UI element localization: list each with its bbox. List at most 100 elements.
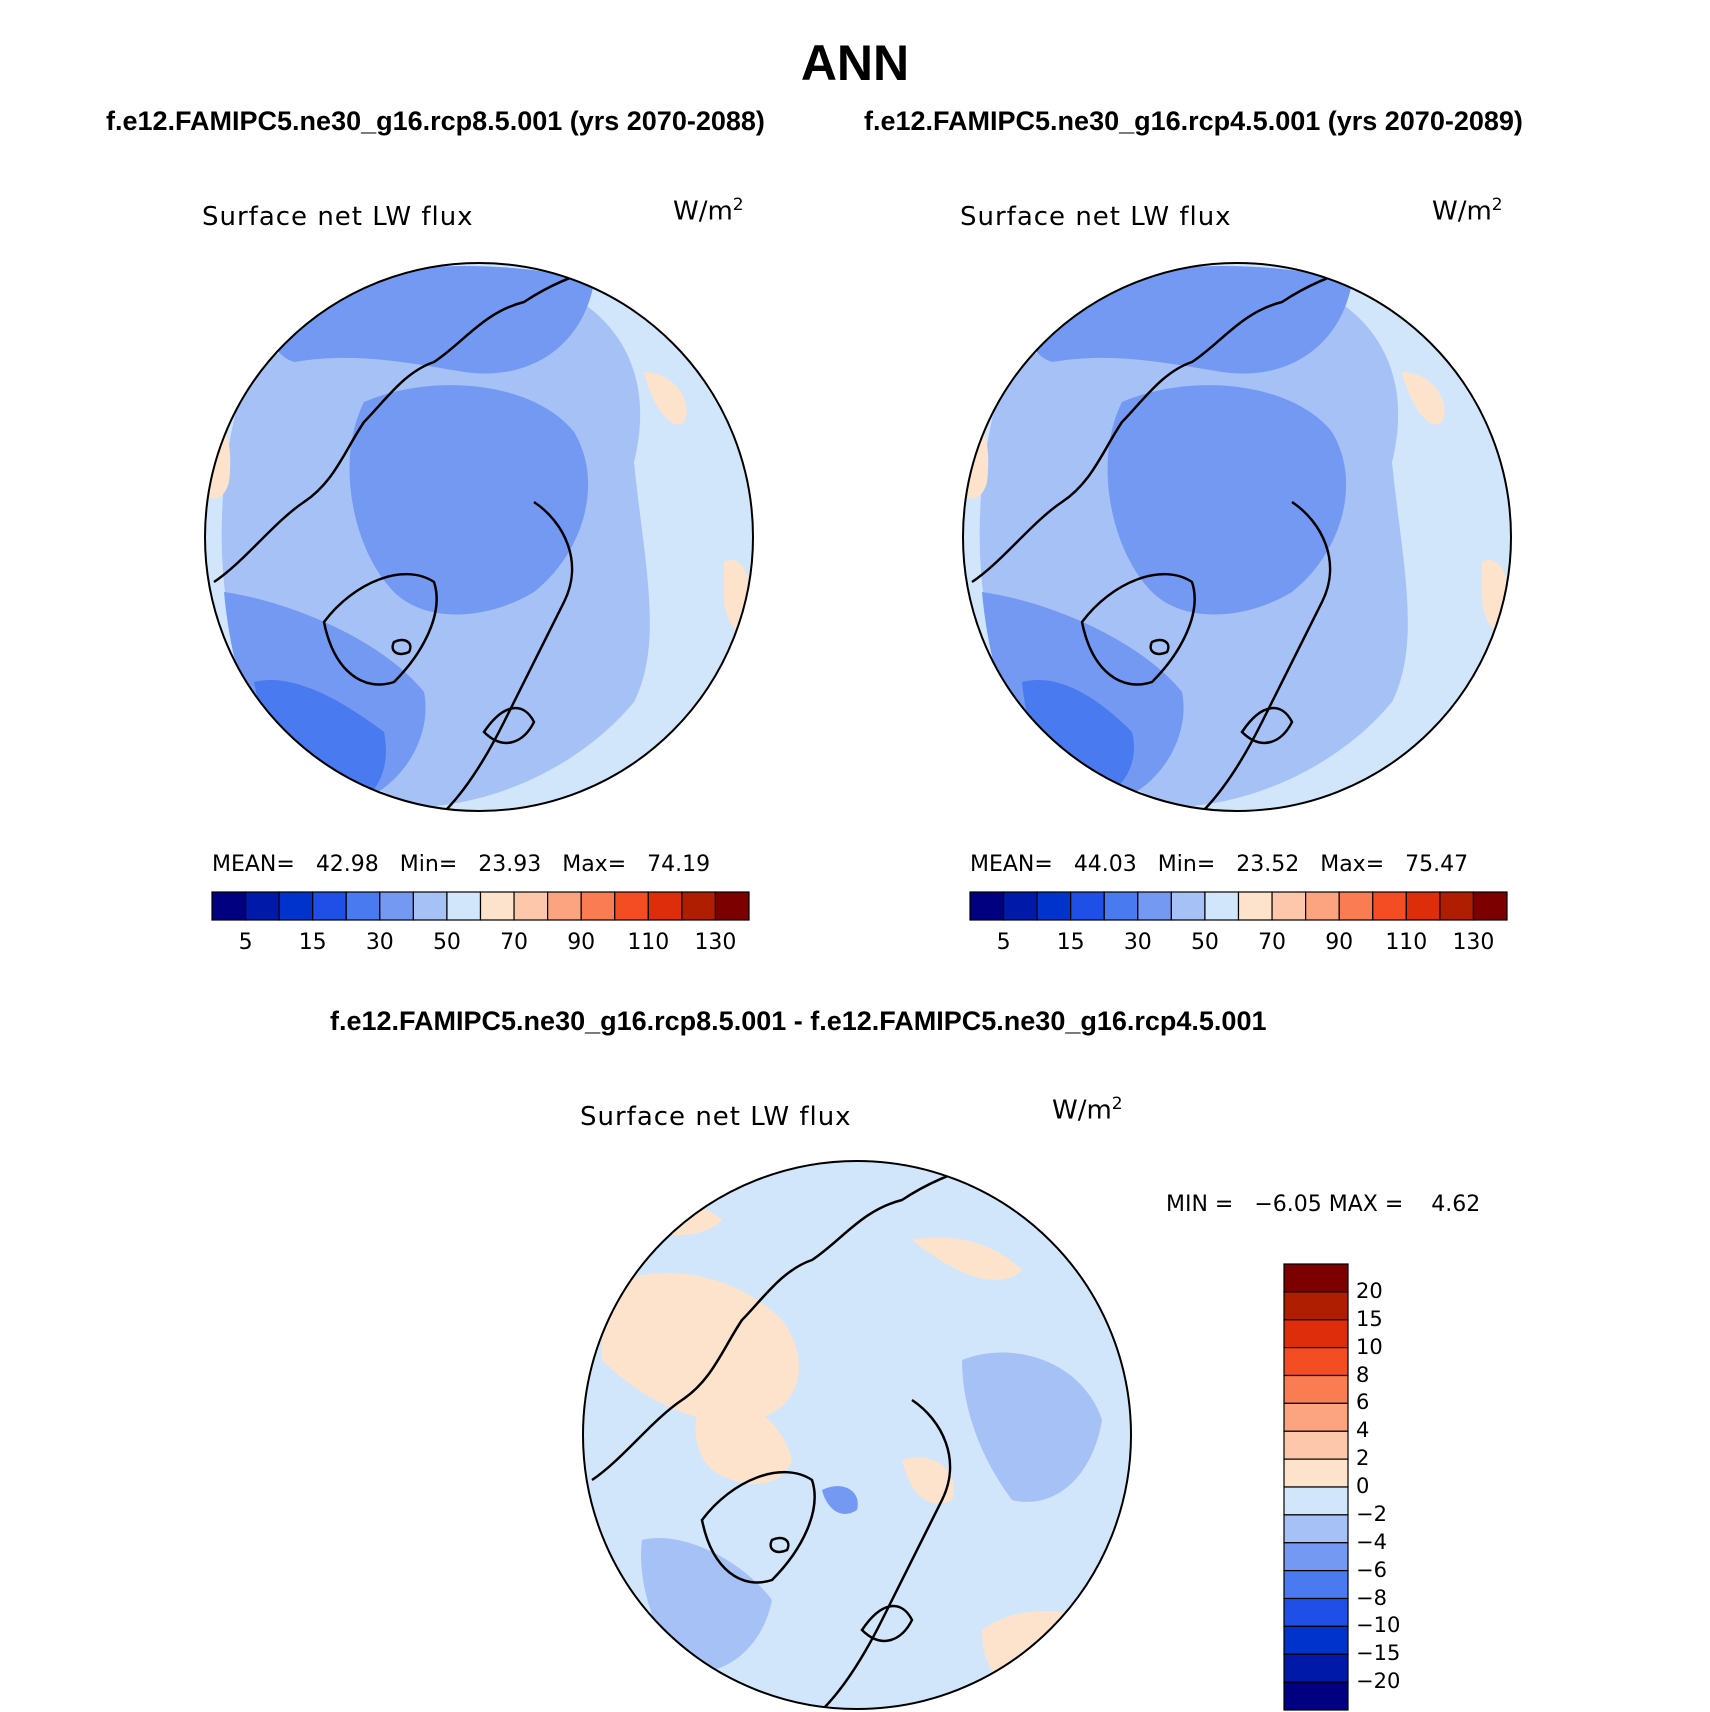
coastline-scandinavia bbox=[482, 706, 536, 744]
colorbar-tick-label: 70 bbox=[500, 930, 529, 955]
colorbar-swatch bbox=[1283, 1319, 1349, 1349]
panel2-colorbar bbox=[969, 891, 1508, 921]
colorbar-swatch bbox=[1372, 891, 1407, 921]
colorbar-tick-label: 15 bbox=[298, 930, 327, 955]
colorbar-swatch bbox=[412, 891, 448, 921]
panel1-variable: Surface net LW flux bbox=[202, 202, 474, 232]
subtitle-right: f.e12.FAMIPC5.ne30_g16.rcp4.5.001 (yrs 2… bbox=[864, 106, 1523, 136]
colorbar-swatch bbox=[547, 891, 582, 921]
colorbar-tick-label: −8 bbox=[1356, 1585, 1387, 1610]
colorbar-tick-label: −4 bbox=[1356, 1529, 1387, 1554]
panel1-colorbar-ticks: 5 15 30 50 70 90 110 130 bbox=[212, 930, 749, 960]
diff-variable: Surface net LW flux bbox=[580, 1102, 852, 1132]
map-border bbox=[582, 1160, 1132, 1710]
colorbar-swatch bbox=[1271, 891, 1307, 921]
colorbar-swatch bbox=[1283, 1458, 1349, 1488]
field-region-arctic-ocean bbox=[349, 385, 589, 615]
map-border bbox=[204, 262, 754, 812]
panel1-units: W/m2 bbox=[673, 195, 744, 227]
colorbar-tick-label: 20 bbox=[1356, 1278, 1383, 1303]
colorbar-tick-label: 90 bbox=[567, 930, 596, 955]
colorbar-swatch bbox=[969, 891, 1005, 921]
colorbar-swatch bbox=[1283, 1263, 1349, 1293]
panel2-units: W/m2 bbox=[1432, 195, 1503, 227]
colorbar-tick-label: 5 bbox=[996, 930, 1011, 955]
diff-units: W/m2 bbox=[1052, 1094, 1123, 1126]
field-region-warm-ne bbox=[1402, 372, 1445, 425]
panel2-polar-map bbox=[962, 262, 1512, 812]
colorbar-swatch bbox=[211, 891, 247, 921]
page-title: ANN bbox=[800, 35, 910, 91]
colorbar-tick-label: −20 bbox=[1356, 1669, 1401, 1694]
coastline-iceland bbox=[1149, 638, 1170, 656]
field-region-warm-ne bbox=[644, 372, 687, 425]
diff-colorbar-ticks: 20 15 10 8 6 4 2 0 −2 −4 −6 −8 −10 −15 −20 bbox=[1356, 1264, 1436, 1710]
coastline-greenland bbox=[322, 572, 438, 686]
colorbar-swatch bbox=[1070, 891, 1105, 921]
colorbar-tick-label: 110 bbox=[1385, 930, 1428, 955]
coastline-north-america bbox=[971, 265, 1363, 584]
diff-stats: MIN = −6.05 MAX = 4.62 bbox=[1166, 1192, 1481, 1217]
colorbar-swatch bbox=[1103, 891, 1139, 921]
colorbar-swatch bbox=[1283, 1542, 1349, 1572]
field-region-positive-europe bbox=[982, 1611, 1122, 1700]
colorbar-swatch bbox=[1283, 1514, 1349, 1544]
colorbar-tick-label: 15 bbox=[1056, 930, 1085, 955]
colorbar-swatch bbox=[1338, 891, 1374, 921]
coastline-eurasia bbox=[821, 1398, 952, 1709]
colorbar-swatch bbox=[681, 891, 717, 921]
colorbar-tick-label: 90 bbox=[1325, 930, 1354, 955]
colorbar-tick-label: 50 bbox=[432, 930, 461, 955]
coastline-north-america bbox=[213, 265, 605, 584]
colorbar-swatch bbox=[1283, 1374, 1349, 1404]
coastline-iceland bbox=[769, 1536, 790, 1554]
subtitle-left: f.e12.FAMIPC5.ne30_g16.rcp8.5.001 (yrs 2… bbox=[106, 106, 765, 136]
panel2-variable: Surface net LW flux bbox=[960, 202, 1232, 232]
coastline-eurasia bbox=[1201, 500, 1332, 811]
coastline-eurasia bbox=[443, 500, 574, 811]
colorbar-tick-label: 70 bbox=[1258, 930, 1287, 955]
diff-title: f.e12.FAMIPC5.ne30_g16.rcp8.5.001 - f.e1… bbox=[330, 1006, 1267, 1036]
colorbar-swatch bbox=[1283, 1291, 1349, 1321]
colorbar-tick-label: 30 bbox=[365, 930, 394, 955]
colorbar-swatch bbox=[614, 891, 649, 921]
field-region-positive-barents bbox=[902, 1457, 954, 1504]
colorbar-tick-label: 6 bbox=[1356, 1390, 1370, 1415]
coastline-iceland bbox=[391, 638, 412, 656]
diff-colorbar bbox=[1283, 1263, 1349, 1711]
colorbar-tick-label: 0 bbox=[1356, 1474, 1370, 1498]
colorbar-swatch bbox=[446, 891, 482, 921]
field-region-labrador bbox=[1022, 680, 1134, 802]
field-region-arctic-ocean bbox=[1107, 385, 1347, 615]
colorbar-swatch bbox=[1036, 891, 1072, 921]
colorbar-swatch bbox=[1237, 891, 1273, 921]
colorbar-tick-label: 130 bbox=[1452, 930, 1495, 955]
colorbar-tick-label: −10 bbox=[1356, 1613, 1401, 1638]
colorbar-swatch bbox=[1283, 1570, 1349, 1600]
colorbar-swatch bbox=[1204, 891, 1240, 921]
colorbar-swatch bbox=[312, 891, 347, 921]
colorbar-swatch bbox=[1305, 891, 1340, 921]
colorbar-swatch bbox=[1283, 1625, 1349, 1655]
panel1-polar-map bbox=[204, 262, 754, 812]
colorbar-swatch bbox=[379, 891, 414, 921]
colorbar-swatch bbox=[1170, 891, 1206, 921]
colorbar-swatch bbox=[1137, 891, 1172, 921]
colorbar-tick-label: −2 bbox=[1356, 1501, 1387, 1526]
colorbar-swatch bbox=[1472, 891, 1508, 921]
colorbar-swatch bbox=[479, 891, 515, 921]
colorbar-swatch bbox=[1283, 1597, 1349, 1627]
coastline-scandinavia bbox=[1240, 706, 1294, 744]
colorbar-tick-label: 4 bbox=[1356, 1418, 1370, 1443]
colorbar-swatch bbox=[1283, 1681, 1349, 1711]
panel2-stats: MEAN= 44.03 Min= 23.52 Max= 75.47 bbox=[970, 852, 1469, 877]
colorbar-tick-label: 130 bbox=[694, 930, 737, 955]
colorbar-tick-label: 110 bbox=[627, 930, 670, 955]
diff-polar-map bbox=[582, 1160, 1132, 1710]
colorbar-tick-label: 50 bbox=[1190, 930, 1219, 955]
panel1-colorbar bbox=[211, 891, 750, 921]
colorbar-swatch bbox=[1439, 891, 1475, 921]
colorbar-tick-label: 8 bbox=[1356, 1362, 1370, 1387]
colorbar-swatch bbox=[345, 891, 381, 921]
colorbar-tick-label: 5 bbox=[238, 930, 253, 955]
